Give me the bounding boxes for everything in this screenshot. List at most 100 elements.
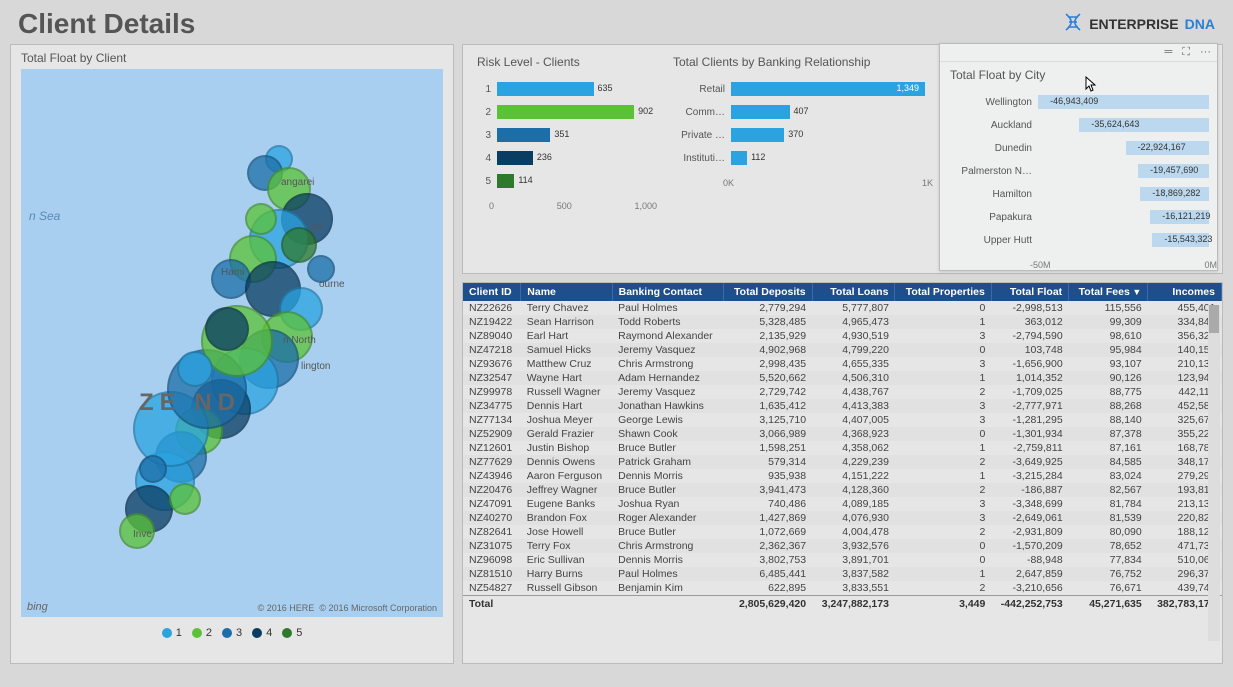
map-bubble[interactable] — [205, 307, 249, 351]
risk-chart[interactable]: Risk Level - Clients 1 6352 9023 3514 23… — [467, 49, 657, 271]
table-row[interactable]: NZ52909Gerald FrazierShawn Cook3,066,989… — [463, 427, 1222, 441]
risk-bar-row[interactable]: 4 236 — [475, 149, 649, 167]
total-cell: 3,449 — [895, 596, 991, 613]
table-row[interactable]: NZ99978Russell WagnerJeremy Vasquez2,729… — [463, 385, 1222, 399]
map-city-label: Hami — [221, 267, 244, 278]
table-row[interactable]: NZ96098Eric SullivanDennis Morris3,802,7… — [463, 553, 1222, 567]
map-bubble[interactable] — [139, 455, 167, 483]
table-row[interactable]: NZ89040Earl HartRaymond Alexander2,135,9… — [463, 329, 1222, 343]
column-header-fees[interactable]: Total Fees ▼ — [1069, 283, 1148, 301]
sort-desc-icon: ▼ — [1130, 287, 1141, 297]
table-row[interactable]: NZ34775Dennis HartJonathan Hawkins1,635,… — [463, 399, 1222, 413]
table-row[interactable]: NZ47091Eugene BanksJoshua Ryan740,4864,0… — [463, 497, 1222, 511]
table-row[interactable]: NZ32547Wayne HartAdam Hernandez5,520,662… — [463, 371, 1222, 385]
city-bar-row[interactable]: Auckland -35,624,643 — [948, 116, 1209, 134]
city-bar-row[interactable]: Wellington -46,943,409 — [948, 93, 1209, 111]
map-bubble[interactable] — [245, 203, 277, 235]
city-chart[interactable]: ═ ⛶ ··· Total Float by City Wellington -… — [939, 43, 1218, 271]
column-header-id[interactable]: Client ID — [463, 283, 521, 301]
map-city-label: Inve — [133, 529, 152, 540]
relation-title: Total Clients by Banking Relationship — [663, 49, 933, 71]
column-header-contact[interactable]: Banking Contact — [612, 283, 724, 301]
table-scrollbar[interactable] — [1208, 305, 1220, 641]
column-header-props[interactable]: Total Properties — [895, 283, 991, 301]
column-header-float[interactable]: Total Float — [991, 283, 1068, 301]
total-cell: 2,805,629,420 — [724, 596, 812, 613]
legend-item[interactable]: 1 — [162, 627, 182, 639]
table-row[interactable]: NZ20476Jeffrey WagnerBruce Butler3,941,4… — [463, 483, 1222, 497]
dna-icon — [1063, 12, 1083, 37]
table-row[interactable]: NZ31075Terry FoxChris Armstrong2,362,367… — [463, 539, 1222, 553]
map-city-label: angarei — [281, 177, 314, 188]
city-title: Total Float by City — [940, 62, 1217, 84]
city-bar-row[interactable]: Hamilton -18,869,282 — [948, 185, 1209, 203]
city-bar-row[interactable]: Palmerston N… -19,457,690 — [948, 162, 1209, 180]
total-cell: Total — [463, 596, 521, 613]
legend-item[interactable]: 2 — [192, 627, 212, 639]
sea-label: n Sea — [29, 209, 60, 223]
relation-chart[interactable]: Total Clients by Banking Relationship Re… — [663, 49, 933, 271]
cursor-icon — [1085, 76, 1097, 92]
map-city-label: nd — [311, 222, 322, 233]
legend-item[interactable]: 5 — [282, 627, 302, 639]
more-options-icon[interactable]: ··· — [1200, 46, 1211, 59]
table-row[interactable]: NZ22626Terry ChavezPaul Holmes2,779,2945… — [463, 301, 1222, 315]
table-row[interactable]: NZ77629Dennis OwensPatrick Graham579,314… — [463, 455, 1222, 469]
table-row[interactable]: NZ47218Samuel HicksJeremy Vasquez4,902,9… — [463, 343, 1222, 357]
total-cell — [612, 596, 724, 613]
focus-mode-icon[interactable]: ⛶ — [1182, 46, 1190, 59]
table-row[interactable]: NZ54827Russell GibsonBenjamin Kim622,895… — [463, 581, 1222, 596]
risk-bar-row[interactable]: 3 351 — [475, 126, 649, 144]
risk-bar-row[interactable]: 1 635 — [475, 80, 649, 98]
brand-logo: ENTERPRISE DNA — [1063, 12, 1215, 37]
city-bar-row[interactable]: Upper Hutt -15,543,323 — [948, 231, 1209, 249]
relation-bar-row[interactable]: Instituti… 112 — [671, 149, 925, 167]
column-header-name[interactable]: Name — [521, 283, 612, 301]
map-attrib: © 2016 HERE © 2016 Microsoft Corporation — [258, 603, 437, 613]
map-city-label: lington — [301, 361, 330, 372]
total-cell: -442,252,753 — [991, 596, 1068, 613]
city-axis: -50M 0M — [940, 258, 1217, 270]
map-area[interactable]: n Sea ZE ND angarei nd Hami ourne lington n N… — [21, 69, 443, 617]
relation-bar-row[interactable]: Retail 1,349 — [671, 80, 925, 98]
column-header-deposits[interactable]: Total Deposits — [724, 283, 812, 301]
charts-row-panel: Risk Level - Clients 1 6352 9023 3514 23… — [462, 44, 1223, 274]
drag-handle-icon[interactable]: ═ — [1165, 46, 1173, 59]
scrollbar-thumb[interactable] — [1209, 305, 1219, 333]
map-panel: Total Float by Client n Sea ZE ND angare… — [10, 44, 454, 664]
legend-item[interactable]: 3 — [222, 627, 242, 639]
country-label: ZE ND — [139, 389, 241, 417]
map-bubble[interactable] — [177, 351, 213, 387]
city-bar-row[interactable]: Dunedin -22,924,167 — [948, 139, 1209, 157]
column-header-loans[interactable]: Total Loans — [812, 283, 895, 301]
total-cell — [521, 596, 612, 613]
map-city-label: ourne — [319, 279, 345, 290]
client-table[interactable]: Client IDNameBanking ContactTotal Deposi… — [463, 283, 1222, 612]
brand-suffix: DNA — [1185, 16, 1215, 32]
risk-bar-row[interactable]: 5 114 — [475, 172, 649, 190]
map-city-label: n North — [283, 335, 316, 346]
table-panel: Client IDNameBanking ContactTotal Deposi… — [462, 282, 1223, 664]
risk-bar-row[interactable]: 2 902 — [475, 103, 649, 121]
table-row[interactable]: NZ12601Justin BishopBruce Butler1,598,25… — [463, 441, 1222, 455]
brand-prefix: ENTERPRISE — [1089, 16, 1178, 32]
bing-attrib: bing — [27, 601, 48, 613]
map-title: Total Float by Client — [11, 45, 453, 67]
table-row[interactable]: NZ93676Matthew CruzChris Armstrong2,998,… — [463, 357, 1222, 371]
table-row[interactable]: NZ77134Joshua MeyerGeorge Lewis3,125,710… — [463, 413, 1222, 427]
city-bar-row[interactable]: Papakura -16,121,219 — [948, 208, 1209, 226]
city-visual-header: ═ ⛶ ··· — [940, 44, 1217, 62]
table-row[interactable]: NZ19422Sean HarrisonTodd Roberts5,328,48… — [463, 315, 1222, 329]
relation-bar-row[interactable]: Comm… 407 — [671, 103, 925, 121]
table-row[interactable]: NZ81510Harry BurnsPaul Holmes6,485,4413,… — [463, 567, 1222, 581]
legend-item[interactable]: 4 — [252, 627, 272, 639]
table-row[interactable]: NZ82641Jose HowellBruce Butler1,072,6694… — [463, 525, 1222, 539]
table-row[interactable]: NZ43946Aaron FergusonDennis Morris935,93… — [463, 469, 1222, 483]
map-bubble[interactable] — [169, 483, 201, 515]
relation-bar-row[interactable]: Private … 370 — [671, 126, 925, 144]
table-row[interactable]: NZ40270Brandon FoxRoger Alexander1,427,8… — [463, 511, 1222, 525]
total-cell: 45,271,635 — [1069, 596, 1148, 613]
column-header-incomes[interactable]: Incomes — [1148, 283, 1222, 301]
total-cell: 3,247,882,173 — [812, 596, 895, 613]
page-title: Client Details — [18, 8, 195, 40]
